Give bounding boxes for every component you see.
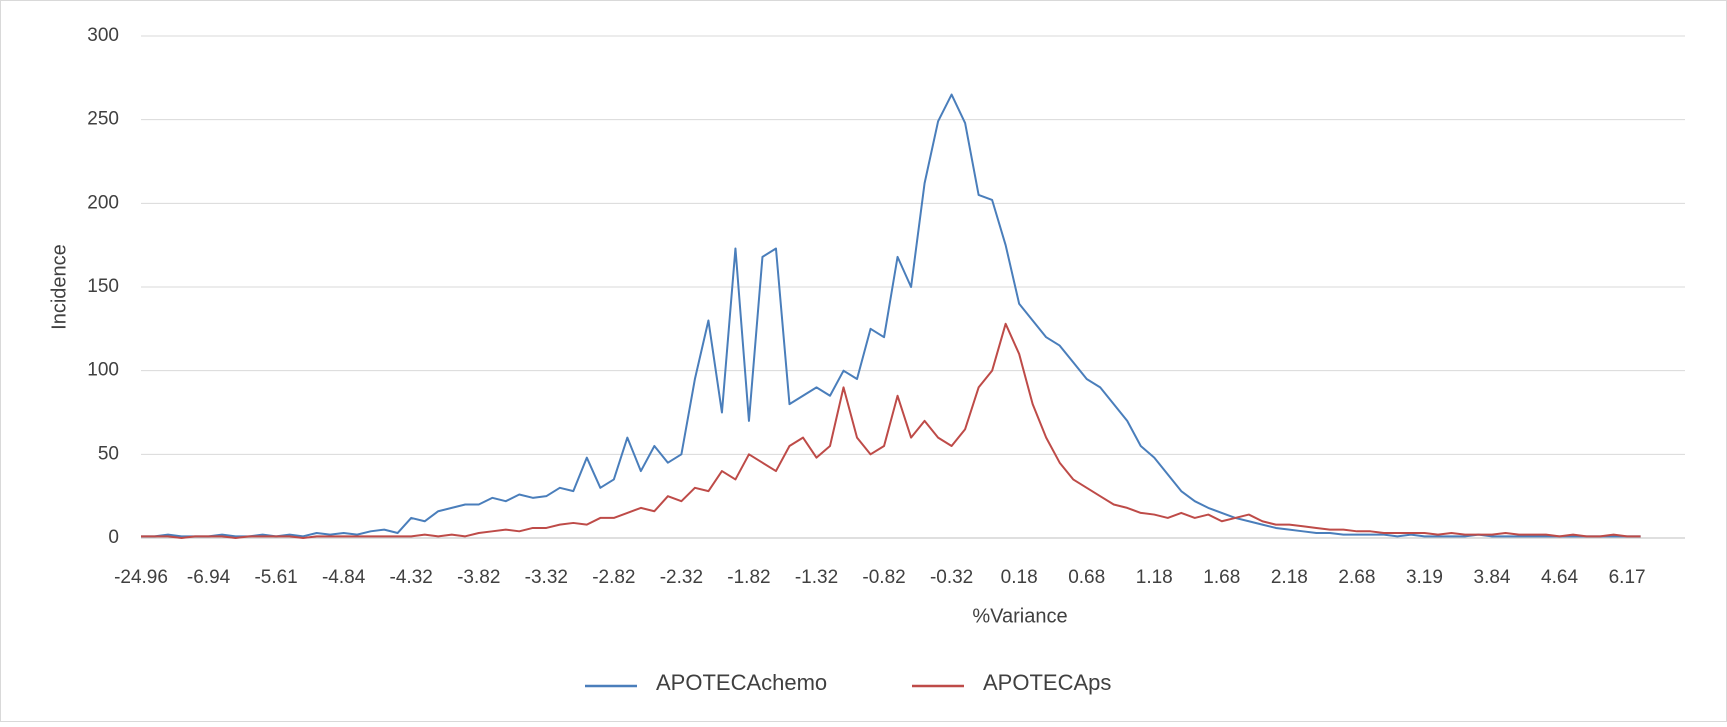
x-tick-label: 6.17 [1609, 567, 1646, 588]
series-line [141, 322, 1641, 539]
x-tick-label: -1.82 [727, 567, 770, 588]
x-tick-label: 2.68 [1338, 567, 1375, 588]
x-tick-label: 1.68 [1203, 567, 1240, 588]
x-tick-label: 0.68 [1068, 567, 1105, 588]
y-tick-label: 200 [87, 192, 119, 213]
x-tick-label: -0.82 [862, 567, 905, 588]
x-tick-label: -0.32 [930, 567, 973, 588]
x-tick-label: -24.96 [114, 567, 168, 588]
x-tick-label: -3.32 [525, 567, 568, 588]
y-tick-label: 250 [87, 109, 119, 130]
x-tick-label: -3.82 [457, 567, 500, 588]
x-tick-label: -6.94 [187, 567, 231, 588]
series-line [141, 93, 1641, 538]
x-tick-label: -2.32 [660, 567, 703, 588]
y-tick-label: 50 [98, 443, 119, 464]
x-axis-title: %Variance [972, 605, 1067, 627]
x-tick-label: -2.82 [592, 567, 635, 588]
y-tick-label: 0 [108, 527, 119, 548]
y-tick-label: 300 [87, 25, 119, 46]
legend-label: APOTECAps [983, 670, 1111, 695]
x-tick-label: -4.32 [390, 567, 433, 588]
y-tick-label: 100 [87, 360, 119, 381]
x-tick-label: -5.61 [254, 567, 297, 588]
x-tick-label: 2.18 [1271, 567, 1308, 588]
x-tick-label: 0.18 [1001, 567, 1038, 588]
x-tick-label: 3.19 [1406, 567, 1443, 588]
x-tick-label: -4.84 [322, 567, 366, 588]
y-tick-label: 150 [87, 276, 119, 297]
y-axis-title: Incidence [48, 244, 70, 330]
x-tick-label: 1.18 [1136, 567, 1173, 588]
x-tick-label: 4.64 [1541, 567, 1578, 588]
legend-label: APOTECAchemo [656, 670, 827, 695]
x-tick-label: 3.84 [1474, 567, 1511, 588]
x-tick-label: -1.32 [795, 567, 838, 588]
